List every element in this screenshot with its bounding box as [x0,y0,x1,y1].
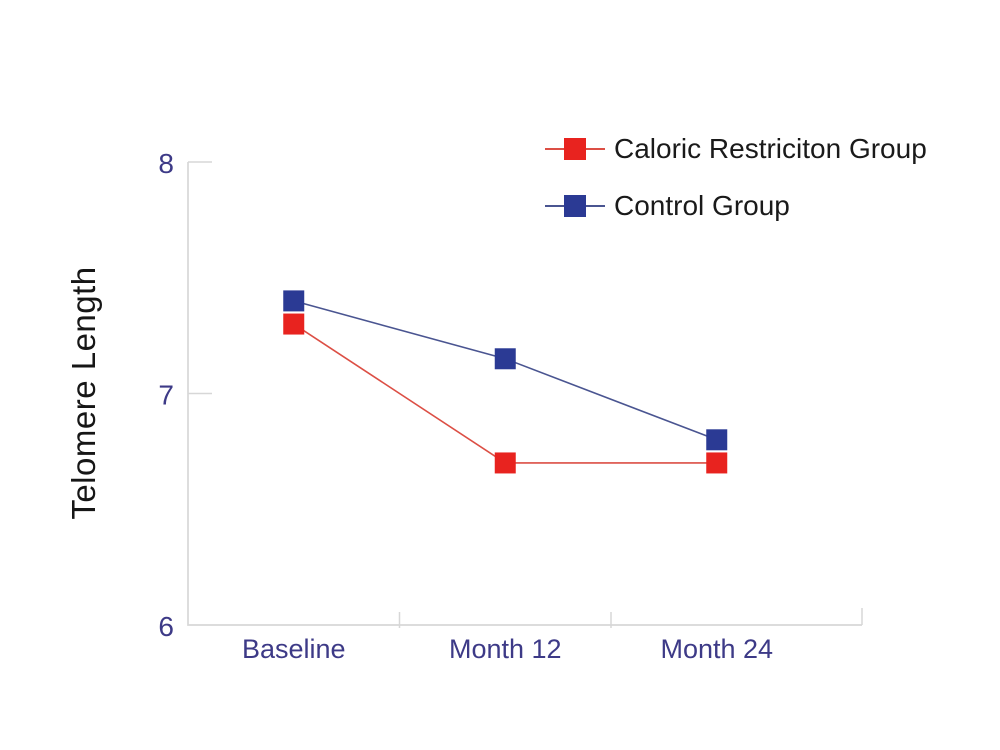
y-tick-label: 7 [158,380,174,411]
data-point-marker [283,290,305,312]
data-point-marker [283,313,305,335]
series-line [293,323,717,464]
legend: Caloric Restriciton Group Control Group [545,133,927,221]
axis-lines [187,162,862,626]
legend-item-control: Control Group [545,190,927,221]
series-line [293,300,718,441]
legend-item-caloric-restriction: Caloric Restriciton Group [545,133,927,164]
data-point-marker [494,452,516,474]
y-tick-label: 6 [158,611,174,642]
blue-square-marker-icon [545,195,605,217]
x-category-label: Month 12 [449,634,562,664]
legend-square [564,195,586,217]
data-point-marker [706,452,728,474]
legend-square [564,138,586,160]
red-square-marker-icon [545,138,605,160]
x-category-label: Baseline [242,634,346,664]
y-tick-label: 8 [158,148,174,179]
x-category-label: Month 24 [660,634,773,664]
legend-label-control: Control Group [614,190,790,221]
data-point-marker [494,348,516,370]
legend-label-caloric-restriction: Caloric Restriciton Group [614,133,927,164]
y-axis-title: Telomere Length [65,266,102,520]
data-point-marker [706,429,728,451]
